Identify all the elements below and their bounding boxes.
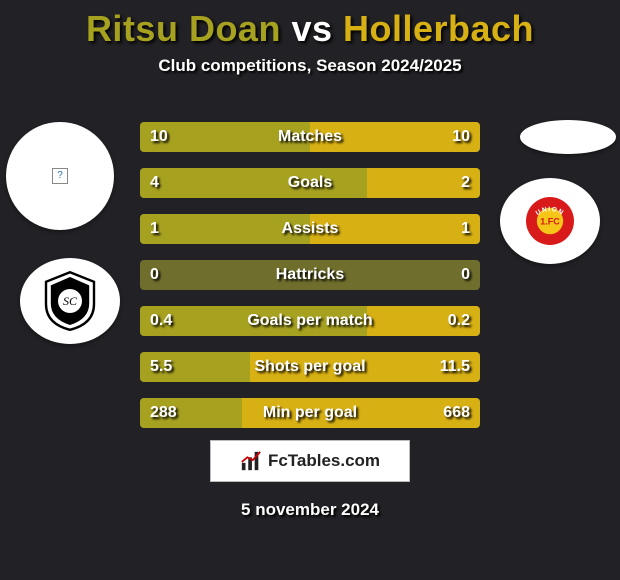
page-subtitle: Club competitions, Season 2024/2025 <box>0 56 620 76</box>
comparison-chart: 10Matches104Goals21Assists10Hattricks00.… <box>140 122 480 444</box>
stat-metric-label: Shots per goal <box>140 352 480 382</box>
stat-right-value: 1 <box>461 214 470 244</box>
title-sep: vs <box>281 8 343 49</box>
stat-metric-label: Goals <box>140 168 480 198</box>
stat-row: 4Goals2 <box>140 168 480 198</box>
player-right-avatar <box>520 120 616 154</box>
club-right-badge: 1.FC UNION <box>500 178 600 264</box>
union-crest-icon: 1.FC UNION <box>520 191 580 251</box>
footer-date: 5 november 2024 <box>0 500 620 520</box>
title-left: Ritsu Doan <box>86 8 281 49</box>
stat-metric-label: Hattricks <box>140 260 480 290</box>
stat-right-value: 0 <box>461 260 470 290</box>
stat-right-value: 0.2 <box>448 306 470 336</box>
stat-metric-label: Matches <box>140 122 480 152</box>
page-title: Ritsu Doan vs Hollerbach <box>0 0 620 50</box>
stat-metric-label: Goals per match <box>140 306 480 336</box>
stat-row: 288Min per goal668 <box>140 398 480 428</box>
stat-right-value: 668 <box>443 398 470 428</box>
svg-text:SC: SC <box>63 294 78 308</box>
stat-row: 0.4Goals per match0.2 <box>140 306 480 336</box>
stat-right-value: 11.5 <box>440 352 470 382</box>
svg-text:1.FC: 1.FC <box>540 217 560 227</box>
brand-logo: FcTables.com <box>210 440 410 482</box>
stat-right-value: 2 <box>461 168 470 198</box>
stat-row: 0Hattricks0 <box>140 260 480 290</box>
player-left-avatar: ? <box>6 122 114 230</box>
missing-image-icon: ? <box>52 168 68 184</box>
stat-row: 10Matches10 <box>140 122 480 152</box>
stat-row: 5.5Shots per goal11.5 <box>140 352 480 382</box>
stat-row: 1Assists1 <box>140 214 480 244</box>
stat-right-value: 10 <box>452 122 470 152</box>
club-left-badge: SC <box>20 258 120 344</box>
stat-metric-label: Min per goal <box>140 398 480 428</box>
freiburg-crest-icon: SC <box>40 271 100 331</box>
brand-text: FcTables.com <box>268 451 380 471</box>
stat-metric-label: Assists <box>140 214 480 244</box>
title-right: Hollerbach <box>343 8 534 49</box>
bar-chart-icon <box>240 450 262 472</box>
